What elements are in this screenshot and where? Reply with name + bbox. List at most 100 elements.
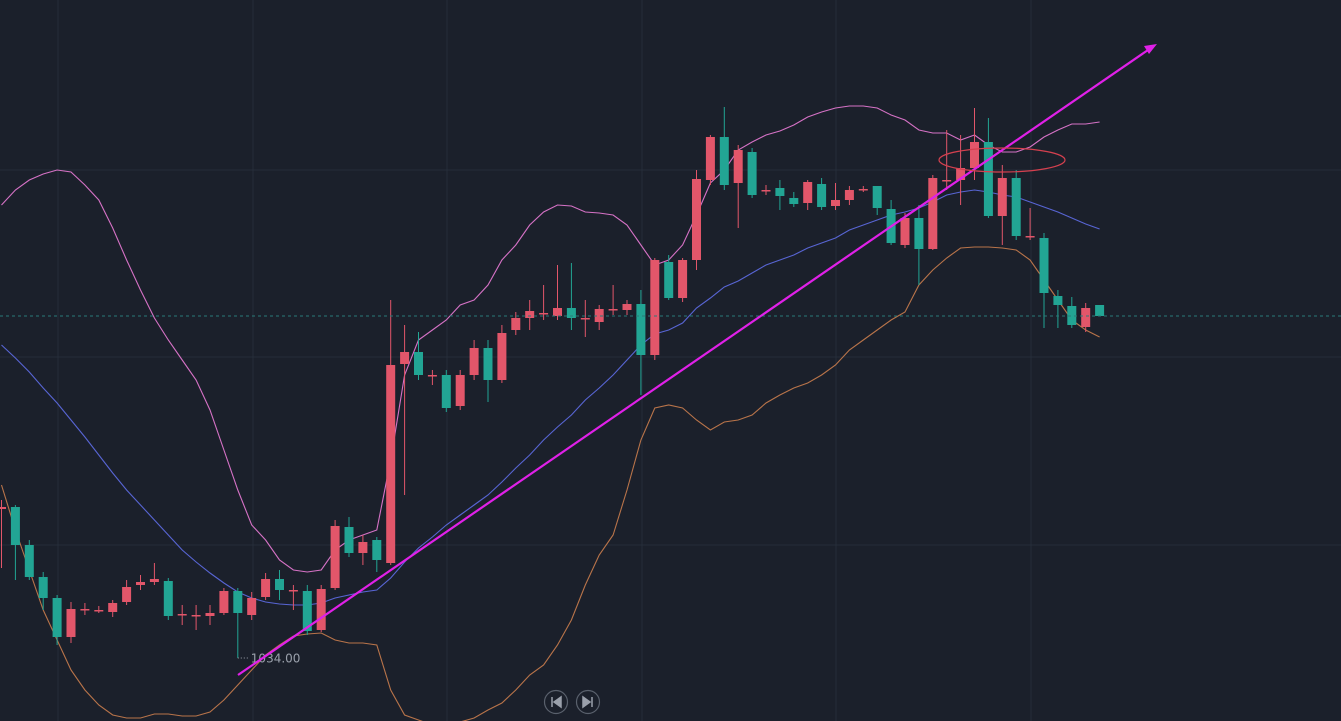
candle: [983, 118, 993, 218]
candle: [330, 520, 340, 590]
candle: [664, 255, 674, 300]
candle-body: [622, 304, 632, 310]
candle: [775, 180, 785, 210]
candle: [163, 578, 173, 620]
candle-body: [789, 198, 799, 204]
candle: [372, 537, 382, 572]
candle-body: [1095, 305, 1105, 316]
candle: [678, 258, 688, 302]
candle-body: [24, 545, 34, 577]
candle-body: [10, 507, 20, 545]
candle: [344, 517, 354, 557]
candle: [553, 265, 562, 320]
candle-body: [511, 318, 521, 330]
candle-body: [400, 352, 410, 364]
candle: [761, 185, 771, 195]
candle: [219, 588, 229, 615]
candle: [261, 573, 271, 600]
candle: [872, 186, 882, 215]
candle: [469, 340, 479, 380]
candle: [52, 595, 62, 645]
candle-body: [358, 542, 368, 553]
candle: [539, 285, 549, 320]
candle: [1039, 233, 1049, 328]
candle-body: [539, 313, 549, 315]
next-button[interactable]: [575, 689, 601, 715]
prev-button[interactable]: [543, 689, 569, 715]
candle: [566, 263, 576, 330]
candle-body: [900, 218, 910, 245]
candle-body: [52, 598, 62, 637]
candle-body: [344, 527, 354, 553]
candle-body: [678, 260, 688, 298]
candle: [233, 588, 243, 658]
prev-icon: [551, 695, 562, 709]
candle: [844, 186, 854, 205]
candle-body: [122, 587, 132, 602]
candle-body: [149, 579, 159, 582]
candle: [205, 605, 215, 625]
candle-body: [316, 589, 326, 630]
candle-body: [205, 613, 215, 616]
candle: [636, 290, 646, 395]
candle: [747, 148, 757, 198]
candle: [831, 183, 840, 210]
plot: 1034.00: [0, 105, 1341, 721]
candle: [622, 300, 632, 315]
band-line: [1, 105, 1100, 573]
arrow-head: [1144, 44, 1157, 54]
candle: [525, 300, 535, 330]
candle: [10, 505, 20, 580]
candle: [483, 340, 493, 402]
candle: [66, 602, 76, 643]
candle-body: [247, 598, 257, 615]
candle-body: [1011, 178, 1021, 236]
candle-body: [1081, 308, 1091, 327]
candle: [386, 300, 396, 565]
candle: [719, 107, 729, 190]
candle-body: [427, 375, 437, 377]
candle: [692, 170, 701, 270]
candle-body: [441, 375, 451, 408]
candle-body: [414, 352, 423, 375]
candle-body: [38, 577, 48, 598]
candle-body: [1025, 236, 1035, 238]
candle: [956, 135, 966, 205]
candle: [94, 606, 104, 613]
candle-body: [664, 262, 674, 298]
candle-body: [0, 507, 6, 509]
candle-body: [455, 375, 465, 406]
candle: [149, 563, 159, 585]
candle: [191, 605, 201, 630]
candle-body: [580, 318, 590, 320]
candle: [358, 535, 368, 565]
candle-body: [66, 609, 76, 637]
candle-body: [233, 591, 243, 613]
candle-body: [997, 178, 1007, 216]
candle: [942, 130, 952, 190]
candle-body: [163, 581, 173, 616]
candle-body: [831, 200, 840, 206]
candle: [497, 325, 507, 383]
candle-body: [775, 188, 785, 196]
candle-body: [302, 591, 312, 631]
candle: [414, 332, 423, 380]
candle: [817, 178, 827, 210]
candle-body: [386, 365, 396, 563]
candle-body: [608, 309, 618, 311]
candle: [900, 213, 910, 248]
candle-body: [1067, 306, 1077, 325]
candle-body: [650, 260, 660, 355]
candle-body: [483, 348, 493, 380]
candle-body: [872, 186, 882, 208]
candle: [914, 205, 924, 285]
trend-line: [237, 49, 1149, 676]
candle-body: [1039, 238, 1049, 293]
candle: [80, 603, 90, 615]
candle: [1081, 303, 1091, 332]
band-line: [0, 246, 1100, 721]
candle: [177, 605, 187, 625]
candle: [455, 370, 465, 410]
